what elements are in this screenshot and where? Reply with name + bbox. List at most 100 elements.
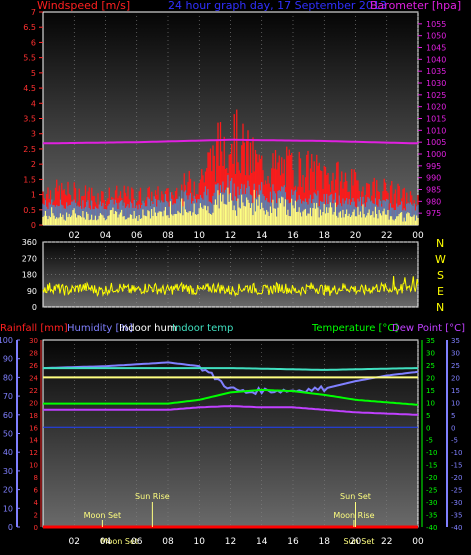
- barometer-line: [43, 138, 418, 145]
- moon-set-label: Moon Set: [84, 511, 121, 520]
- y-tick-label: 80: [3, 373, 13, 382]
- y-tick-label: 1010: [426, 126, 446, 135]
- x-tick-label: 14: [256, 231, 268, 241]
- x-tick-label: 00: [412, 231, 424, 241]
- y-tick-label: 360: [22, 238, 37, 247]
- y-tick-label: 10: [451, 399, 460, 407]
- y-tick-label: 1035: [426, 67, 446, 76]
- y-tick-label: 12: [29, 449, 38, 457]
- y-tick-label: -25: [451, 487, 462, 495]
- y-tick-label: 25: [451, 362, 460, 370]
- y-tick-label: 1055: [426, 20, 446, 29]
- y-tick-label: 8: [34, 474, 38, 482]
- y-tick-label: 30: [451, 349, 460, 357]
- temp-x-ticks: 02 04 06 08 10 12 14 16 18 20 22 00: [69, 537, 424, 547]
- y-tick-label: 5.5: [23, 54, 36, 63]
- y-tick-label: 16: [29, 424, 38, 432]
- compass-letter: N: [436, 301, 444, 314]
- y-tick-label: 30: [3, 467, 13, 476]
- x-tick-label: 18: [319, 231, 331, 241]
- wind-y-ticks: 0 0.5 1 1.5 2 2.5 3 3.5 4 4.5 5 5.5 6 6.5 7: [23, 8, 43, 230]
- y-tick-label: 35: [451, 337, 460, 345]
- y-tick-label: 6: [34, 487, 39, 495]
- y-tick-label: 1020: [426, 103, 446, 112]
- compass-letter: E: [437, 285, 444, 298]
- y-tick-label: 1005: [426, 138, 446, 147]
- y-tick-label: -40: [451, 524, 462, 532]
- y-tick-label: 4: [34, 499, 39, 507]
- legend-indoor-temp: Indoor temp: [172, 323, 233, 334]
- temp-axes: 0102030405060708090100024681012141618202…: [0, 336, 462, 532]
- barometer-label: Barometer [hpa]: [370, 0, 461, 12]
- y-tick-label: 2: [34, 512, 38, 520]
- x-tick-label: 22: [381, 231, 392, 241]
- y-tick-label: 270: [22, 254, 37, 263]
- y-tick-label: -25: [426, 487, 437, 495]
- series-line: [43, 367, 418, 371]
- graph-title: 24 hour graph day, 17 September 2013: [168, 0, 387, 12]
- y-tick-label: 70: [3, 392, 13, 401]
- x-tick-label: 16: [287, 537, 299, 547]
- y-tick-label: 1015: [426, 115, 446, 124]
- y-tick-label: 1045: [426, 44, 446, 53]
- x-tick-label: 00: [412, 537, 424, 547]
- x-tick-label: 04: [100, 537, 112, 547]
- sun-set-label: Sun Set: [344, 537, 375, 546]
- legend-rainfall: Rainfall [mm]: [0, 323, 68, 334]
- y-tick-label: 1000: [426, 150, 446, 159]
- x-tick-label: 10: [194, 537, 206, 547]
- y-tick-label: 5: [31, 69, 36, 78]
- x-tick-label: 04: [100, 231, 112, 241]
- y-tick-label: -35: [426, 512, 437, 520]
- y-tick-label: 5: [451, 412, 455, 420]
- y-tick-label: 20: [451, 374, 460, 382]
- y-tick-label: 35: [426, 337, 435, 345]
- y-tick-label: 1025: [426, 91, 446, 100]
- y-tick-label: -10: [451, 449, 462, 457]
- y-tick-label: 10: [426, 399, 435, 407]
- y-tick-label: 1030: [426, 79, 446, 88]
- legend-humidity: Humidity [%]: [67, 323, 133, 334]
- y-tick-label: 10: [29, 462, 38, 470]
- y-tick-label: 0: [32, 303, 37, 312]
- y-tick-label: -10: [426, 449, 437, 457]
- y-tick-label: 6.5: [23, 23, 36, 32]
- y-tick-label: 90: [3, 355, 13, 364]
- y-tick-label: 0: [34, 524, 38, 532]
- y-tick-label: 18: [29, 412, 38, 420]
- y-tick-label: 20: [29, 399, 38, 407]
- windspeed-label: Windspeed [m/s]: [37, 0, 130, 12]
- x-tick-label: 16: [287, 231, 299, 241]
- compass-letter: N: [436, 237, 444, 250]
- x-tick-label: 20: [350, 231, 362, 241]
- y-tick-label: -5: [451, 437, 458, 445]
- moon-set-label: Moon Set: [101, 537, 138, 546]
- y-tick-label: 5: [426, 412, 430, 420]
- y-tick-label: 4.5: [23, 84, 36, 93]
- y-tick-label: 90: [27, 287, 37, 296]
- y-tick-label: 26: [29, 362, 38, 370]
- y-tick-label: -15: [426, 462, 437, 470]
- series-line: [43, 405, 419, 416]
- x-tick-label: 02: [69, 231, 80, 241]
- x-tick-label: 06: [131, 231, 143, 241]
- y-tick-label: 980: [426, 197, 441, 206]
- y-tick-label: 10: [3, 504, 13, 513]
- y-tick-label: 7: [31, 8, 36, 17]
- x-tick-label: 18: [319, 537, 331, 547]
- y-tick-label: 6: [31, 38, 36, 47]
- y-tick-label: 30: [29, 337, 38, 345]
- compass-letter: S: [437, 269, 444, 282]
- y-tick-label: 3.5: [23, 115, 36, 124]
- y-tick-label: -5: [426, 437, 433, 445]
- legend-temperature: Temperature [°C]: [311, 323, 398, 334]
- y-tick-label: 22: [29, 387, 38, 395]
- wind-bars: [42, 109, 419, 225]
- barometer-y-ticks: 975 980 985 990 995 1000 1005 1010 1015 1020 1025 1…: [418, 20, 446, 218]
- y-tick-label: 2.5: [23, 145, 36, 154]
- y-tick-label: 2: [31, 160, 36, 169]
- y-tick-label: 20: [3, 486, 13, 495]
- y-tick-label: 28: [29, 349, 38, 357]
- temp-panel: [42, 339, 419, 528]
- legend-indoor-hum: Indoor hum: [119, 323, 177, 334]
